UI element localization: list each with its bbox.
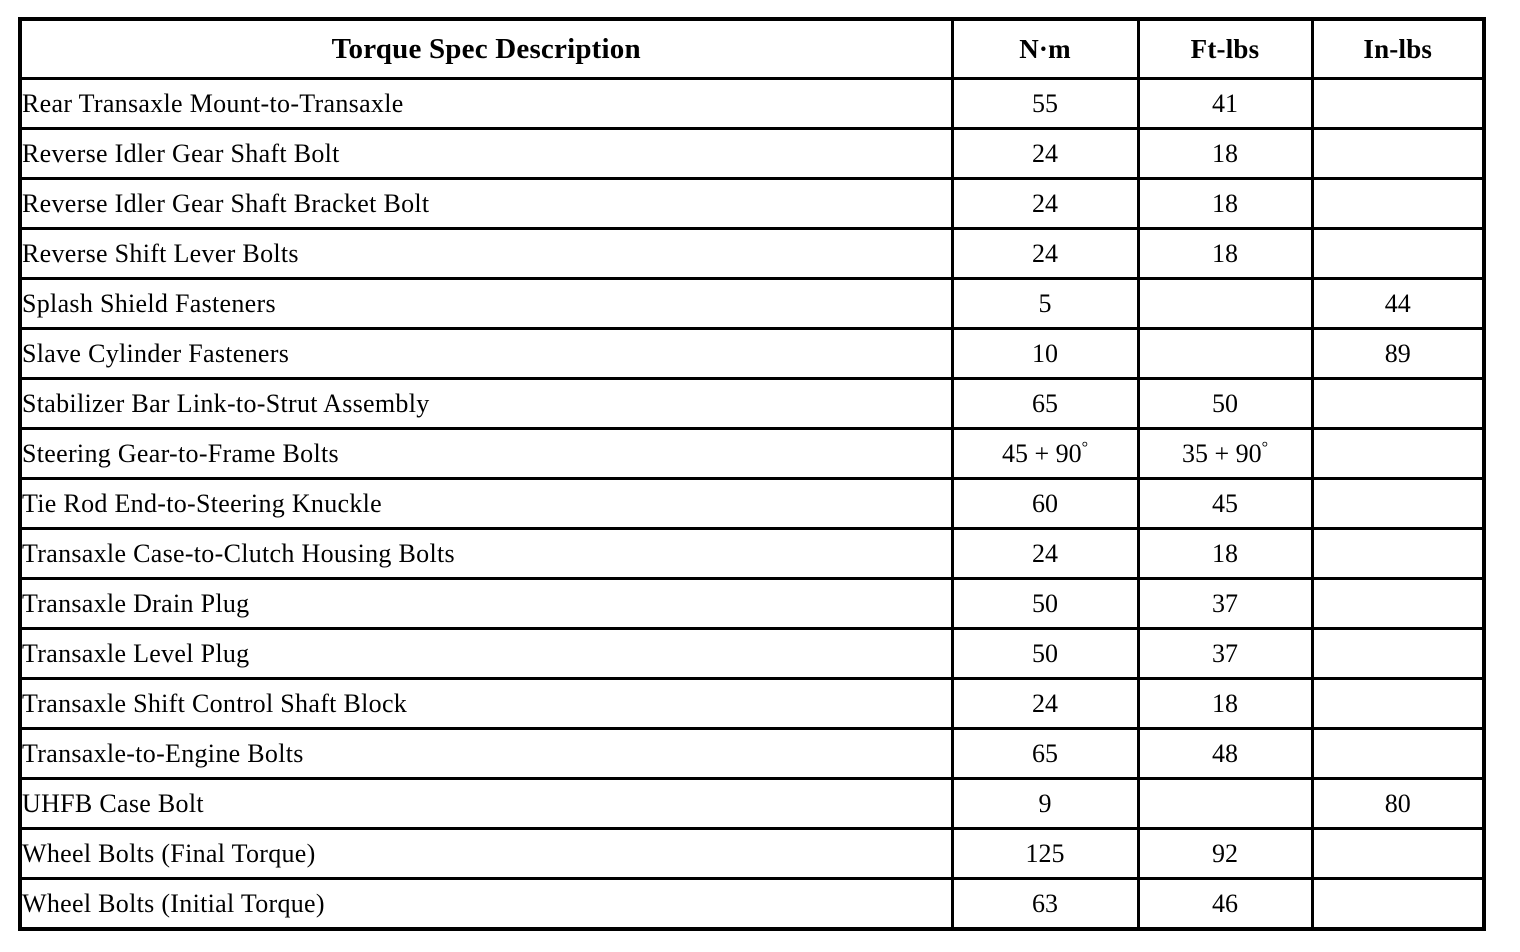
cell-inch-pounds	[1310, 227, 1486, 280]
cell-foot-pounds: 35 + 90°	[1136, 427, 1314, 480]
torque-spec-table: Torque Spec Description N·m Ft-lbs In-lb…	[18, 17, 1486, 931]
cell-foot-pounds: 18	[1136, 127, 1314, 180]
cell-foot-pounds: 18	[1136, 527, 1314, 580]
cell-newton-meters: 24	[950, 677, 1140, 730]
cell-foot-pounds: 37	[1136, 627, 1314, 680]
cell-description: Steering Gear-to-Frame Bolts	[18, 427, 954, 480]
cell-inch-pounds	[1310, 677, 1486, 730]
cell-foot-pounds: 50	[1136, 377, 1314, 430]
table-row: Transaxle Case-to-Clutch Housing Bolts 24…	[18, 527, 1486, 580]
cell-description: Rear Transaxle Mount-to-Transaxle	[18, 77, 954, 130]
cell-newton-meters: 24	[950, 127, 1140, 180]
table-row: UHFB Case Bolt 9 80	[18, 777, 1486, 830]
cell-description: Wheel Bolts (Final Torque)	[18, 827, 954, 880]
table-row: Transaxle Level Plug 50 37	[18, 627, 1486, 680]
cell-description: UHFB Case Bolt	[18, 777, 954, 830]
cell-newton-meters: 5	[950, 277, 1140, 330]
column-header-description: Torque Spec Description	[18, 17, 954, 80]
cell-description: Reverse Shift Lever Bolts	[18, 227, 954, 280]
cell-foot-pounds	[1136, 327, 1314, 380]
cell-inch-pounds	[1310, 577, 1486, 630]
cell-newton-meters: 63	[950, 877, 1140, 930]
cell-inch-pounds: 80	[1310, 777, 1486, 830]
cell-inch-pounds	[1310, 377, 1486, 430]
column-header-foot-pounds: Ft-lbs	[1136, 17, 1314, 80]
cell-inch-pounds: 44	[1310, 277, 1486, 330]
cell-newton-meters: 10	[950, 327, 1140, 380]
cell-description: Splash Shield Fasteners	[18, 277, 954, 330]
table-row: Reverse Idler Gear Shaft Bolt 24 18	[18, 127, 1486, 180]
cell-description: Transaxle-to-Engine Bolts	[18, 727, 954, 780]
cell-inch-pounds	[1310, 527, 1486, 580]
cell-newton-meters: 24	[950, 177, 1140, 230]
cell-description: Reverse Idler Gear Shaft Bolt	[18, 127, 954, 180]
cell-newton-meters: 50	[950, 577, 1140, 630]
cell-description: Transaxle Level Plug	[18, 627, 954, 680]
cell-description: Reverse Idler Gear Shaft Bracket Bolt	[18, 177, 954, 230]
cell-foot-pounds: 48	[1136, 727, 1314, 780]
table-row: Reverse Shift Lever Bolts 24 18	[18, 227, 1486, 280]
cell-description: Transaxle Case-to-Clutch Housing Bolts	[18, 527, 954, 580]
cell-foot-pounds: 92	[1136, 827, 1314, 880]
table-row: Rear Transaxle Mount-to-Transaxle 55 41	[18, 77, 1486, 130]
table-row: Stabilizer Bar Link-to-Strut Assembly 65 5…	[18, 377, 1486, 430]
table-row: Steering Gear-to-Frame Bolts 45 + 90° 35 +…	[18, 427, 1486, 480]
column-header-inch-pounds: In-lbs	[1310, 17, 1486, 80]
table-row: Reverse Idler Gear Shaft Bracket Bolt 24 1…	[18, 177, 1486, 230]
cell-inch-pounds	[1310, 77, 1486, 130]
cell-newton-meters: 24	[950, 227, 1140, 280]
cell-foot-pounds: 41	[1136, 77, 1314, 130]
column-header-newton-meters: N·m	[950, 17, 1140, 80]
cell-description: Stabilizer Bar Link-to-Strut Assembly	[18, 377, 954, 430]
cell-newton-meters: 55	[950, 77, 1140, 130]
table-row: Wheel Bolts (Final Torque) 125 92	[18, 827, 1486, 880]
cell-inch-pounds: 89	[1310, 327, 1486, 380]
cell-newton-meters: 65	[950, 727, 1140, 780]
table-row: Splash Shield Fasteners 5 44	[18, 277, 1486, 330]
table-row: Wheel Bolts (Initial Torque) 63 46	[18, 877, 1486, 930]
cell-foot-pounds: 18	[1136, 677, 1314, 730]
cell-foot-pounds: 18	[1136, 177, 1314, 230]
cell-description: Transaxle Shift Control Shaft Block	[18, 677, 954, 730]
cell-newton-meters: 125	[950, 827, 1140, 880]
cell-inch-pounds	[1310, 127, 1486, 180]
cell-foot-pounds: 46	[1136, 877, 1314, 930]
table-row: Transaxle Shift Control Shaft Block 24 18	[18, 677, 1486, 730]
cell-description: Wheel Bolts (Initial Torque)	[18, 877, 954, 930]
cell-foot-pounds: 18	[1136, 227, 1314, 280]
cell-foot-pounds: 45	[1136, 477, 1314, 530]
table-row: Transaxle Drain Plug 50 37	[18, 577, 1486, 630]
cell-inch-pounds	[1310, 877, 1486, 930]
cell-description: Slave Cylinder Fasteners	[18, 327, 954, 380]
cell-foot-pounds	[1136, 277, 1314, 330]
table-header-row: Torque Spec Description N·m Ft-lbs In-lb…	[18, 17, 1486, 80]
cell-inch-pounds	[1310, 427, 1486, 480]
cell-newton-meters: 45 + 90°	[950, 427, 1140, 480]
table-row: Slave Cylinder Fasteners 10 89	[18, 327, 1486, 380]
cell-inch-pounds	[1310, 627, 1486, 680]
cell-inch-pounds	[1310, 727, 1486, 780]
cell-inch-pounds	[1310, 477, 1486, 530]
cell-foot-pounds: 37	[1136, 577, 1314, 630]
cell-description: Tie Rod End-to-Steering Knuckle	[18, 477, 954, 530]
cell-newton-meters: 9	[950, 777, 1140, 830]
cell-foot-pounds	[1136, 777, 1314, 830]
cell-newton-meters: 24	[950, 527, 1140, 580]
cell-newton-meters: 60	[950, 477, 1140, 530]
cell-inch-pounds	[1310, 177, 1486, 230]
cell-description: Transaxle Drain Plug	[18, 577, 954, 630]
cell-newton-meters: 50	[950, 627, 1140, 680]
table-row: Tie Rod End-to-Steering Knuckle 60 45	[18, 477, 1486, 530]
cell-newton-meters: 65	[950, 377, 1140, 430]
cell-inch-pounds	[1310, 827, 1486, 880]
table-header: Torque Spec Description N·m Ft-lbs In-lb…	[18, 17, 1486, 80]
table-body: Rear Transaxle Mount-to-Transaxle 55 41 Rev…	[18, 77, 1486, 930]
table-row: Transaxle-to-Engine Bolts 65 48	[18, 727, 1486, 780]
